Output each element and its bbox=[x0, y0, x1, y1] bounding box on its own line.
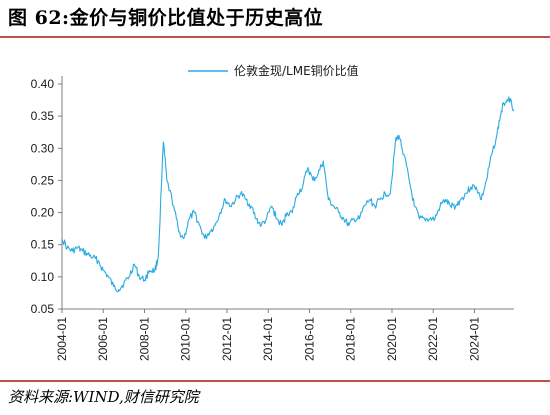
y-tick-label: 0.30 bbox=[31, 141, 55, 155]
y-tick-label: 0.40 bbox=[31, 77, 55, 91]
x-tick-label: 2024-01 bbox=[467, 317, 481, 361]
x-tick-label: 2010-01 bbox=[179, 317, 193, 361]
series-layer bbox=[61, 96, 515, 293]
x-tick-label: 2008-01 bbox=[137, 317, 151, 361]
x-tick-label: 2016-01 bbox=[302, 317, 316, 361]
source-rule bbox=[0, 380, 550, 382]
x-tick-label: 2012-01 bbox=[220, 317, 234, 361]
y-tick-label: 0.25 bbox=[31, 173, 55, 187]
line-chart: 0.05 0.10 0.15 0.20 0.25 0.30 0.35 0.40 2004-01… bbox=[31, 63, 515, 361]
y-tick-label: 0.35 bbox=[31, 109, 55, 123]
y-tick-label: 0.05 bbox=[31, 302, 55, 316]
x-tick-label: 2006-01 bbox=[96, 317, 110, 361]
y-tick-label: 0.10 bbox=[31, 270, 55, 284]
source-note: 资料来源:WIND,财信研究院 bbox=[8, 388, 199, 406]
x-tick-label: 2020-01 bbox=[385, 317, 399, 361]
legend-label: 伦敦金现/LME铜价比值 bbox=[234, 63, 359, 78]
x-tick-label: 2022-01 bbox=[426, 317, 440, 361]
y-axis: 0.05 0.10 0.15 0.20 0.25 0.30 0.35 0.40 bbox=[31, 76, 63, 316]
title-rule bbox=[0, 36, 550, 38]
x-tick-label: 2018-01 bbox=[344, 317, 358, 361]
figure-title: 图 62:金价与铜价比值处于历史高位 bbox=[8, 7, 324, 29]
x-tick-label: 2014-01 bbox=[261, 317, 275, 361]
y-tick-label: 0.20 bbox=[31, 206, 55, 220]
series-line bbox=[61, 96, 515, 293]
x-tick-label: 2004-01 bbox=[55, 317, 69, 361]
y-tick-label: 0.15 bbox=[31, 238, 55, 252]
legend: 伦敦金现/LME铜价比值 bbox=[188, 63, 359, 78]
x-axis: 2004-01 2006-01 2008-01 2010-01 2012-01 2014-… bbox=[55, 308, 514, 361]
